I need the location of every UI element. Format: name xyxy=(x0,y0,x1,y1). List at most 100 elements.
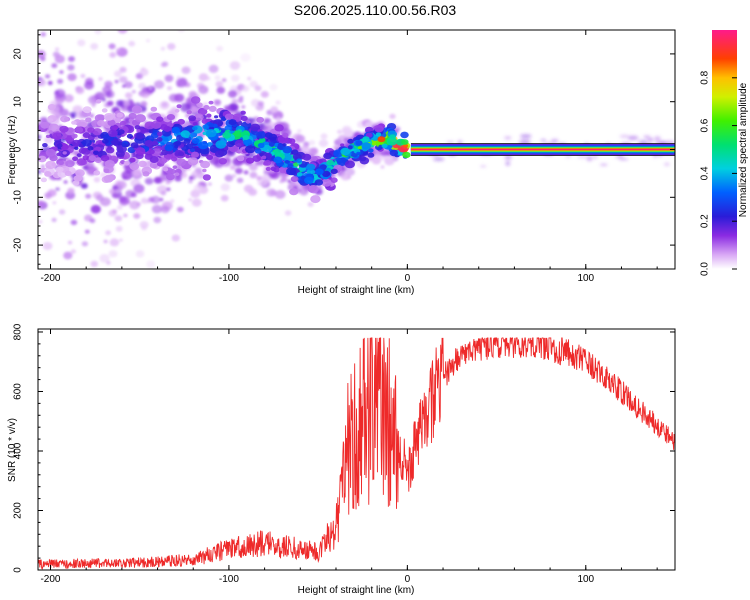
spectrogram-blob xyxy=(89,218,96,224)
spectrogram-blob xyxy=(176,206,184,213)
spectrogram-blob xyxy=(151,140,159,146)
spectrogram-blob xyxy=(58,160,64,165)
spectrogram-blob xyxy=(153,176,162,184)
spectrogram-blob xyxy=(129,157,136,163)
spectrogram-blob xyxy=(166,173,175,181)
spectrogram-blob xyxy=(38,220,43,224)
spectrogram-blob xyxy=(135,102,141,107)
spectrogram-blob xyxy=(177,118,185,125)
spectrogram-blob xyxy=(177,30,185,33)
spectrogram-blob xyxy=(139,221,149,229)
spectrogram-blob xyxy=(41,164,45,169)
spectrogram-blob xyxy=(54,47,60,52)
spectrogram-blob xyxy=(156,116,164,122)
spectrogram-blob xyxy=(186,110,192,115)
spectrogram-blob xyxy=(330,177,338,183)
spectrogram-blob xyxy=(504,136,512,140)
spectrogram-blob xyxy=(254,148,262,154)
spectrogram-blob xyxy=(160,190,167,196)
spectrogram-blob xyxy=(389,149,399,157)
spectrogram-blob xyxy=(159,100,170,110)
spectrogram-blob xyxy=(91,103,96,108)
spectrogram-blob xyxy=(111,209,118,214)
spectrogram-blob xyxy=(192,122,198,126)
spectrogram-blob xyxy=(75,86,85,95)
spectrogram-blob xyxy=(180,102,192,113)
spectrogram-blob xyxy=(160,46,166,51)
spectrogram-blob xyxy=(133,213,141,219)
spectrogram-blob xyxy=(38,200,45,208)
spectrogram-blob xyxy=(342,127,351,135)
spectrogram-blob xyxy=(51,217,57,223)
spectrogram-blob xyxy=(55,166,64,173)
spectrogram-blob xyxy=(307,201,314,207)
spectrogram-blob xyxy=(163,125,172,132)
spectrogram-blob xyxy=(224,125,233,132)
spectrogram-blob xyxy=(248,188,258,196)
snr-y-tick-label: 800 xyxy=(13,323,24,340)
spectrogram-blob xyxy=(188,198,192,202)
spectrogram-blob xyxy=(255,160,261,166)
spectrogram-blob xyxy=(301,144,310,152)
spectrogram-blob xyxy=(362,136,370,142)
spectrogram-blob xyxy=(191,198,202,207)
spectrogram-blob xyxy=(38,79,47,87)
spectrogram-blob xyxy=(103,168,110,174)
spectrogram-x-tick-label: -100 xyxy=(219,273,239,284)
spectrogram-blob xyxy=(290,176,299,182)
spectrogram-blob xyxy=(54,89,66,99)
spectrogram-blob xyxy=(340,147,351,156)
spectrogram-blob xyxy=(171,127,180,134)
spectrogram-blob xyxy=(42,18,51,25)
snr-y-tick-label: 0 xyxy=(13,567,24,573)
spectrogram-blob xyxy=(40,177,48,183)
spectrogram-blob xyxy=(310,195,321,204)
spectrogram-blob xyxy=(88,155,97,162)
spectrogram-blob xyxy=(59,125,69,133)
spectrogram-blob xyxy=(263,159,272,166)
spectrogram-blob xyxy=(60,143,69,151)
spectrogram-blob xyxy=(71,139,81,147)
spectrogram-blob xyxy=(114,189,120,194)
snr-x-label: Height of straight line (km) xyxy=(298,585,415,596)
spectrogram-blob xyxy=(116,48,121,52)
spectrogram-blob xyxy=(389,113,396,119)
spectrogram-blob xyxy=(103,19,110,25)
spectrogram-blob xyxy=(102,138,109,144)
spectrogram-blob xyxy=(240,110,246,115)
spectrogram-blob xyxy=(586,156,593,161)
spectrogram-blob xyxy=(191,137,200,144)
spectrogram-blob xyxy=(480,165,487,168)
spectrogram-blob xyxy=(262,144,273,153)
spectrogram-blob xyxy=(183,138,191,144)
spectrogram-blob xyxy=(256,131,266,139)
snr-plot-area xyxy=(38,336,675,570)
snr-y-label: SNR (10 * v/v) xyxy=(7,418,18,482)
spectrogram-blob xyxy=(446,140,455,144)
spectrogram-blob xyxy=(220,194,229,202)
spectrogram-blob xyxy=(381,143,388,149)
spectrogram-blob xyxy=(51,63,58,69)
spectrogram-blob xyxy=(368,148,374,153)
spectrogram-blob xyxy=(127,146,136,154)
spectrogram-blob xyxy=(241,85,250,92)
spectrogram-blob xyxy=(213,99,222,106)
spectrogram-blob xyxy=(54,54,65,64)
spectrogram-blob xyxy=(149,156,159,163)
spectrogram-blob xyxy=(170,199,175,203)
spectrogram-blob xyxy=(265,166,271,171)
spectrogram-blob xyxy=(103,239,108,244)
spectrogram-blob xyxy=(151,204,163,214)
spectrogram-blob xyxy=(133,184,145,194)
spectrogram-blob xyxy=(263,118,271,125)
spectrogram-blob xyxy=(389,134,396,140)
spectrogram-blob xyxy=(63,180,68,184)
spectrogram-blob xyxy=(109,188,116,195)
spectrogram-blob xyxy=(172,165,178,169)
colorbar: 0.0 0.2 0.4 0.6 0.8 Normalized spectral ampl… xyxy=(700,30,749,276)
spectrogram-blob xyxy=(109,52,117,58)
spectrogram-blob xyxy=(69,111,78,118)
carrier-band-layer xyxy=(410,149,675,150)
spectrogram-y-tick-label: 20 xyxy=(13,48,24,60)
